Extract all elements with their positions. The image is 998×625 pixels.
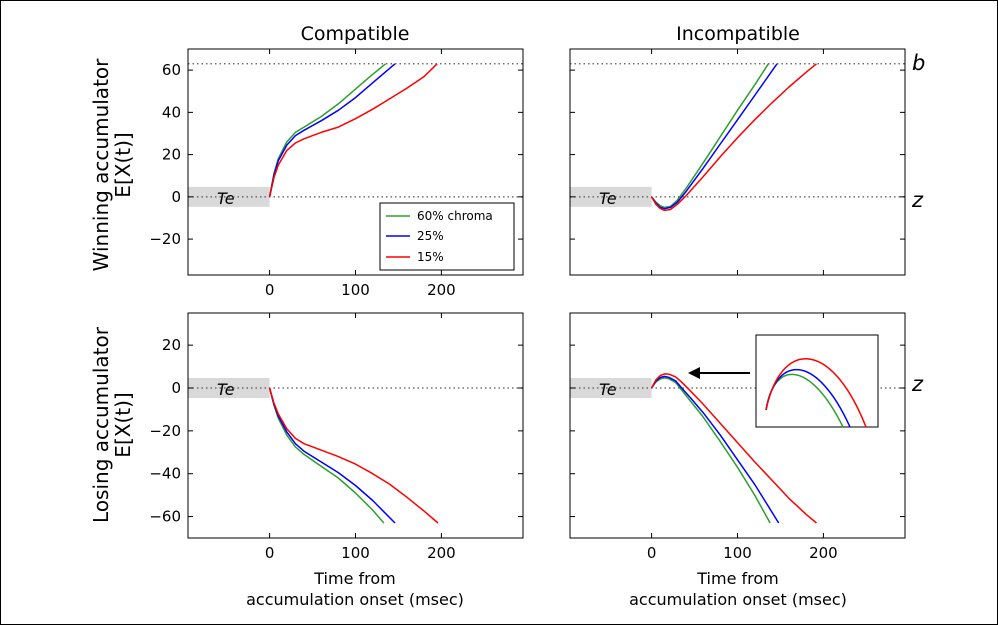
xlabel-right-line1: Time from <box>696 569 778 588</box>
xtick-label: 200 <box>427 281 456 299</box>
te-label: Te <box>599 380 617 399</box>
ytick-label: −40 <box>149 465 181 483</box>
row-label-losing: Losing accumulator E[X(t)] <box>89 326 135 523</box>
ytick-label: 20 <box>162 146 181 164</box>
row-label-winning-line2: E[X(t)] <box>111 132 135 197</box>
legend-label-60: 60% chroma <box>417 209 493 223</box>
panel-incompatible-winning: Te <box>569 48 906 276</box>
ytick-label: 60 <box>162 61 181 79</box>
xtick-label: 0 <box>647 544 657 562</box>
xtick-label: 100 <box>341 281 370 299</box>
col-title-incompatible: Incompatible <box>676 23 800 45</box>
ytick-label: 40 <box>162 103 181 121</box>
xlabel-left-line1: Time from <box>313 569 395 588</box>
series-line-2 <box>268 63 438 198</box>
ytick-label: 20 <box>162 336 181 354</box>
inset-arrow-head <box>688 367 700 379</box>
ytick-label: 0 <box>171 379 181 397</box>
xlabel-left-line2: accumulation onset (msec) <box>246 590 464 609</box>
ytick-label: 0 <box>171 188 181 206</box>
col-title-compatible: Compatible <box>301 23 410 45</box>
row-label-losing-line1: Losing accumulator <box>89 326 113 523</box>
ytick-label: −20 <box>149 422 181 440</box>
xtick-label: 0 <box>265 544 275 562</box>
legend-label-25: 25% <box>417 229 444 243</box>
xlabel-right-line2: accumulation onset (msec) <box>629 590 847 609</box>
xtick-label: 100 <box>723 544 752 562</box>
series-line-1 <box>650 63 778 210</box>
xtick-label: 200 <box>809 544 838 562</box>
ytick-label: −60 <box>149 508 181 526</box>
series-line-2 <box>650 63 817 212</box>
side-label-z-top: z <box>911 188 924 212</box>
row-label-winning-line1: Winning accumulator <box>89 58 113 272</box>
xtick-label: 100 <box>341 544 370 562</box>
xtick-label: 200 <box>427 544 456 562</box>
row-label-losing-line2: E[X(t)] <box>111 392 135 457</box>
series-line-2 <box>650 373 817 524</box>
ytick-label: −20 <box>149 230 181 248</box>
row-label-winning: Winning accumulator E[X(t)] <box>89 58 135 272</box>
series-line-1 <box>650 375 780 524</box>
series-line-0 <box>650 377 771 524</box>
legend-label-15: 15% <box>417 250 444 264</box>
side-label-z-bottom: z <box>911 372 924 396</box>
series-line-1 <box>268 63 396 198</box>
series-line-2 <box>268 387 439 524</box>
series-line-0 <box>651 63 770 209</box>
inset-curve-15 <box>765 358 867 428</box>
inset-zoom <box>688 334 879 428</box>
legend: 60% chroma 25% 15% <box>379 202 515 271</box>
te-label: Te <box>217 380 235 399</box>
xtick-label: 0 <box>265 281 275 299</box>
side-label-b: b <box>912 51 925 75</box>
te-label: Te <box>599 189 617 208</box>
te-label: Te <box>217 189 235 208</box>
